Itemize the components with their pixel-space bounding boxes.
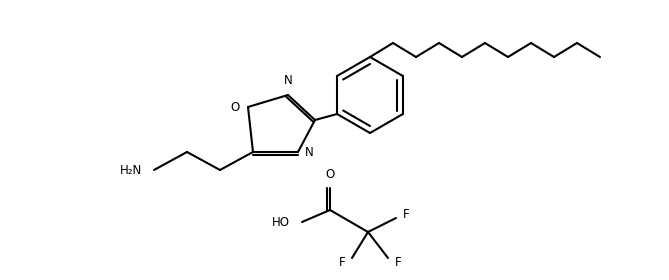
Text: F: F bbox=[339, 256, 345, 269]
Text: O: O bbox=[231, 101, 240, 113]
Text: F: F bbox=[403, 209, 409, 221]
Text: O: O bbox=[325, 168, 334, 181]
Text: H₂N: H₂N bbox=[120, 164, 142, 176]
Text: HO: HO bbox=[272, 216, 290, 228]
Text: N: N bbox=[284, 74, 292, 87]
Text: F: F bbox=[395, 256, 401, 269]
Text: N: N bbox=[305, 146, 314, 158]
